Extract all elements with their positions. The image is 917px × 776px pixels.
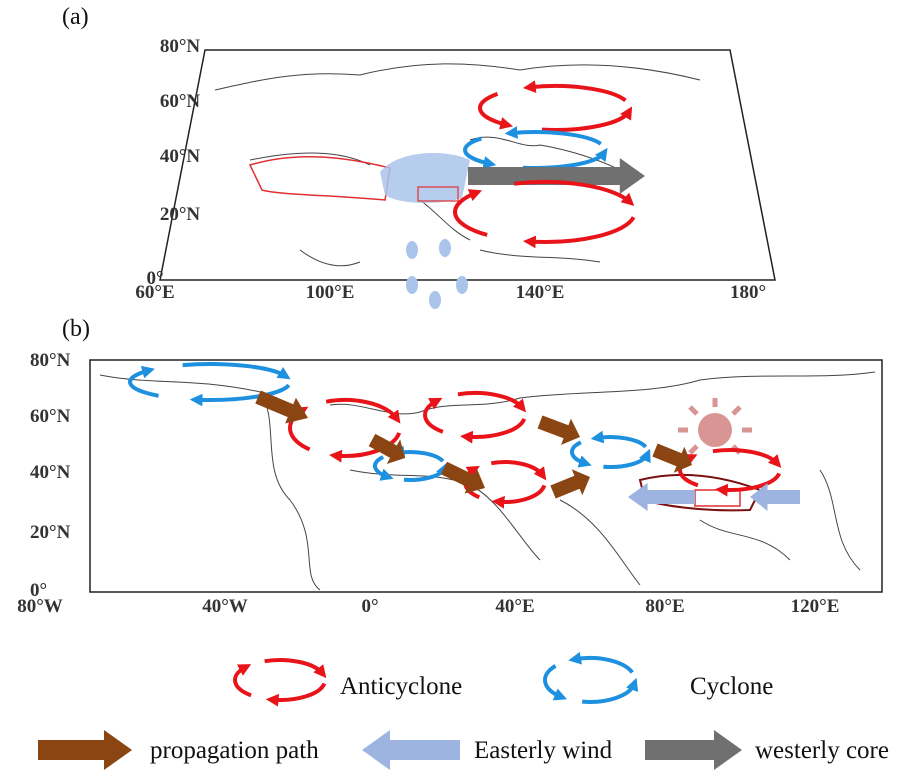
- lat-label: 20°N: [160, 204, 201, 225]
- legend-label: propagation path: [150, 737, 319, 764]
- legend-label: Easterly wind: [474, 737, 613, 764]
- lon-label: 80°W: [17, 596, 63, 617]
- lon-label: 0°: [361, 596, 378, 617]
- lon-label: 80°E: [645, 596, 684, 617]
- lat-label: 60°N: [160, 91, 201, 112]
- cyclone-arrow: [575, 658, 633, 672]
- lon-label: 100°E: [306, 282, 355, 303]
- legend-easterly-arrow: [362, 730, 460, 770]
- lon-label: 60°E: [135, 282, 174, 303]
- cyclone-arrow: [582, 684, 634, 702]
- lon-label: 180°: [730, 282, 766, 303]
- lon-label: 140°E: [516, 282, 565, 303]
- lon-label: 40°E: [495, 596, 534, 617]
- cyclone-arrow: [545, 666, 561, 697]
- legend-westerly-arrow: [645, 730, 742, 770]
- lon-label: 40°W: [202, 596, 248, 617]
- legend-label: Anticyclone: [340, 673, 462, 700]
- lat-label: 60°N: [30, 406, 71, 427]
- anticyclone-arrow: [235, 667, 251, 695]
- lon-label: 120°E: [791, 596, 840, 617]
- lat-label: 40°N: [160, 146, 201, 167]
- figure: (a) (b) Anticyclone Cyclone propagation …: [0, 0, 917, 776]
- legend-label: Cyclone: [690, 673, 773, 700]
- panel-label: (a): [62, 4, 89, 30]
- legend-propagation-arrow: [38, 730, 132, 770]
- panel-label: (b): [62, 316, 90, 342]
- lat-label: 20°N: [30, 522, 71, 543]
- lat-label: 80°N: [160, 36, 201, 57]
- anticyclone-arrow: [265, 660, 323, 673]
- legend-label: westerly core: [755, 737, 889, 764]
- lat-label: 80°N: [30, 350, 71, 371]
- lat-label: 40°N: [30, 462, 71, 483]
- anticyclone-arrow: [272, 683, 324, 700]
